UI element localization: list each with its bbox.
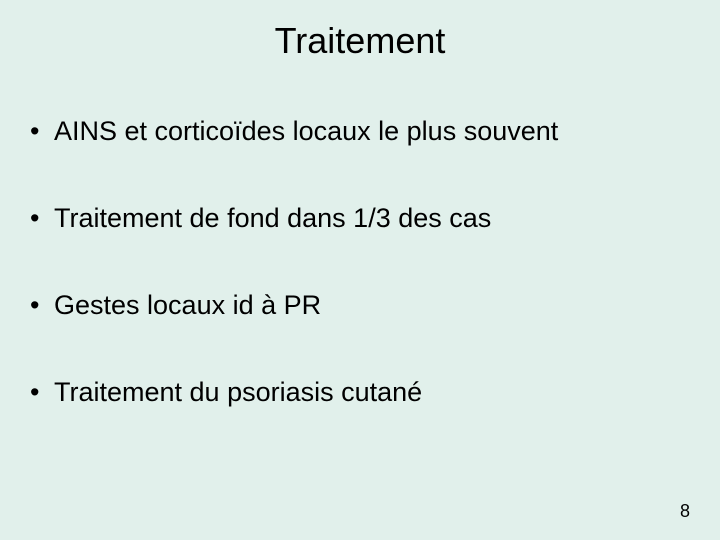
slide: Traitement AINS et corticoïdes locaux le… xyxy=(0,0,720,540)
list-item: Gestes locaux id à PR xyxy=(54,290,321,321)
list-item: Traitement du psoriasis cutané xyxy=(54,377,422,408)
slide-title: Traitement xyxy=(0,0,720,62)
list-item: Traitement de fond dans 1/3 des cas xyxy=(54,203,491,234)
list-item: AINS et corticoïdes locaux le plus souve… xyxy=(54,116,558,147)
page-number: 8 xyxy=(680,501,690,522)
